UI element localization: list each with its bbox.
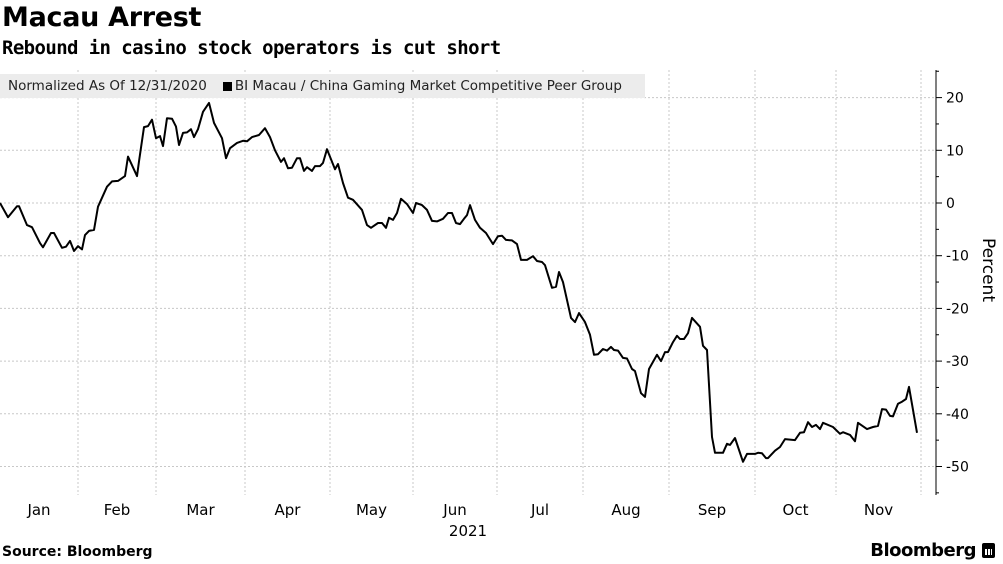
x-axis: Jan Feb Mar Apr May Jun Jul Aug Sep Oct Nov [26,501,893,519]
legend: Normalized As Of 12/31/2020 BI Macau / C… [0,74,645,98]
y-tick-label: -50 [946,460,969,476]
y-tick-label: -30 [946,354,969,370]
y-tick-label: 10 [946,143,964,159]
x-tick-label: May [356,501,387,519]
y-tick-label: 0 [946,196,955,212]
chart-subtitle: Rebound in casino stock operators is cut… [2,37,501,59]
y-axis-label: Percent [978,238,998,302]
y-tick-label: -20 [946,301,969,317]
x-tick-label: Mar [186,501,215,519]
normalization-note: Normalized As Of 12/31/2020 [8,78,207,94]
x-tick-label: Oct [783,501,809,519]
brand-name: Bloomberg [870,540,976,561]
bloomberg-terminal-icon [982,543,995,558]
x-tick-label: Nov [864,501,893,519]
y-tick-label: -40 [946,407,969,423]
gridlines [0,70,936,495]
y-tick-label: -10 [946,249,969,265]
y-axis: 20 10 0 -10 -20 -30 -40 -50 [935,70,969,495]
source-note: Source: Bloomberg [2,544,153,560]
series-line-bi-macau [0,101,918,463]
y-tick-label: 20 [946,91,964,107]
series-group [0,101,918,463]
bloomberg-logo: Bloomberg [870,540,995,561]
legend-swatch [222,81,232,91]
x-axis-label: 2021 [449,522,487,540]
legend-series-label: BI Macau / China Gaming Market Competiti… [234,78,622,94]
x-tick-label: Jul [530,501,549,519]
x-tick-label: Aug [611,501,640,519]
x-tick-label: Apr [275,501,302,519]
x-tick-label: Jun [442,501,466,519]
x-tick-label: Jan [26,501,50,519]
x-tick-label: Feb [104,501,131,519]
x-tick-label: Sep [698,501,726,519]
chart-title: Macau Arrest [2,2,202,33]
